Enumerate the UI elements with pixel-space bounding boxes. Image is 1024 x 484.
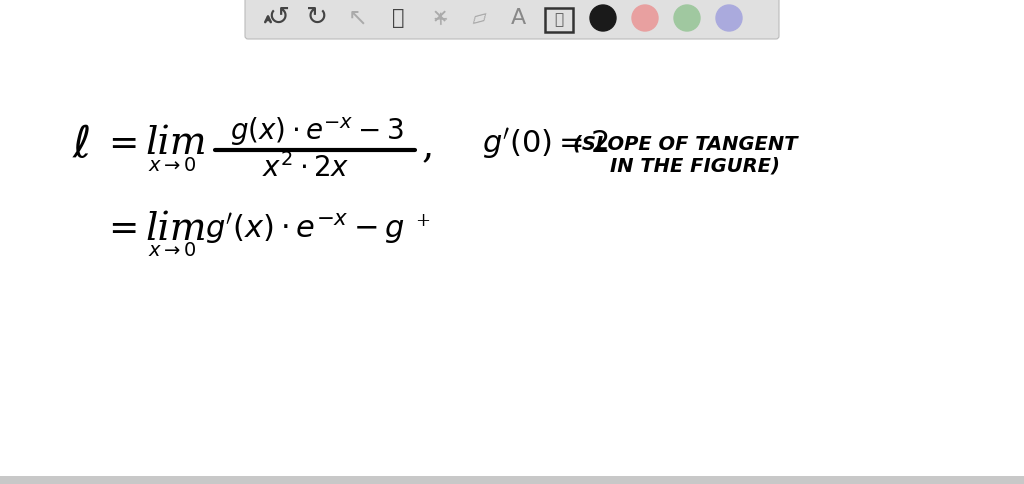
Text: +: + [415, 212, 430, 230]
Text: ✕: ✕ [430, 6, 453, 28]
Text: $g'(0) = 2$: $g'(0) = 2$ [482, 126, 608, 162]
Text: $x \to 0$: $x \to 0$ [148, 242, 197, 260]
Bar [0, 476, 1024, 484]
Text: =: = [108, 212, 138, 246]
Text: lim: lim [145, 125, 207, 163]
Text: $g(x) \cdot e^{-x} - 3$: $g(x) \cdot e^{-x} - 3$ [230, 116, 403, 148]
Text: ⬧: ⬧ [392, 8, 404, 28]
Circle shape [632, 5, 658, 31]
Text: $g'(x) \cdot e^{-x} - g$: $g'(x) \cdot e^{-x} - g$ [205, 212, 406, 246]
Text: ⛰: ⛰ [554, 13, 563, 28]
Circle shape [674, 5, 700, 31]
Text: =: = [108, 127, 138, 161]
Text: IN THE FIGURE): IN THE FIGURE) [610, 156, 780, 176]
Text: A: A [510, 8, 525, 28]
Text: $x^2 \cdot 2x$: $x^2 \cdot 2x$ [262, 153, 349, 183]
Text: ↻: ↻ [306, 5, 328, 31]
Circle shape [590, 5, 616, 31]
FancyBboxPatch shape [545, 8, 573, 32]
FancyBboxPatch shape [245, 0, 779, 39]
Text: $x \to 0$: $x \to 0$ [148, 157, 197, 175]
Text: lim: lim [145, 211, 207, 247]
Text: $\ell$: $\ell$ [72, 122, 90, 166]
Text: ,: , [422, 127, 434, 165]
Text: ✕: ✕ [432, 9, 449, 28]
Text: (SLOPE OF TANGENT: (SLOPE OF TANGENT [573, 135, 798, 153]
Text: ↺: ↺ [267, 5, 289, 31]
Circle shape [716, 5, 742, 31]
Text: ▱: ▱ [470, 6, 490, 30]
Text: ↖: ↖ [348, 6, 368, 30]
